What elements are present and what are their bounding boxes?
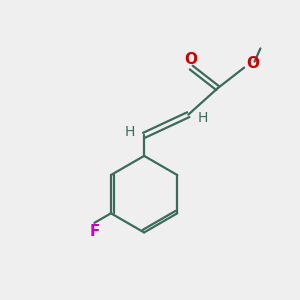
Text: O: O <box>185 52 198 67</box>
Text: F: F <box>89 224 100 238</box>
Text: H: H <box>124 125 135 139</box>
Text: O: O <box>246 56 259 70</box>
Text: H: H <box>198 111 208 124</box>
